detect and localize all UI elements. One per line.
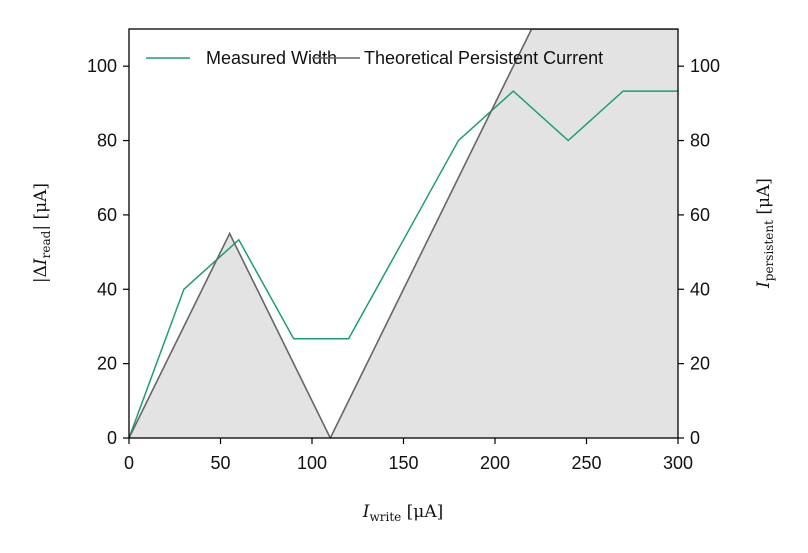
theoretical-area bbox=[129, 29, 678, 438]
y-left-tick-label: 80 bbox=[97, 131, 117, 151]
legend-label-measured: Measured Width bbox=[206, 48, 337, 68]
x-tick-label: 250 bbox=[571, 453, 601, 473]
y-left-tick-label: 40 bbox=[97, 279, 117, 299]
x-tick-label: 0 bbox=[124, 453, 134, 473]
y-left-tick-label: 0 bbox=[107, 428, 117, 448]
x-tick-label: 300 bbox=[663, 453, 693, 473]
y-right-symbol: I bbox=[754, 281, 774, 289]
x-axis-subscript: write bbox=[369, 510, 401, 524]
y-right-tick-label: 40 bbox=[690, 279, 710, 299]
x-axis-label: Iwrite [μA] bbox=[362, 502, 444, 524]
y-axis-right-label: Ipersistent [μA] bbox=[754, 178, 776, 289]
series-line-measured bbox=[129, 90, 678, 438]
y-right-tick-label: 100 bbox=[690, 56, 720, 76]
x-axis-unit: [μA] bbox=[401, 502, 443, 522]
y-left-tick-label: 60 bbox=[97, 205, 117, 225]
x-axis-symbol: I bbox=[362, 502, 370, 522]
x-tick-label: 200 bbox=[480, 453, 510, 473]
x-tick-label: 150 bbox=[388, 453, 418, 473]
y-right-unit: [μA] bbox=[754, 178, 774, 220]
series-line-theoretical bbox=[129, 29, 678, 438]
tick-layer: 0 50 100 150 200 250 300 0 20 40 60 80 100 0 20 40 60 80 1… bbox=[87, 56, 720, 473]
legend: Measured Width Theoretical Persistent Cu… bbox=[146, 48, 603, 68]
y-left-tick-label: 100 bbox=[87, 56, 117, 76]
y-right-tick-label: 0 bbox=[690, 428, 700, 448]
series-line-layer bbox=[129, 29, 678, 438]
y-left-symbol: I bbox=[31, 258, 51, 266]
y-right-tick-label: 60 bbox=[690, 205, 710, 225]
y-right-tick-label: 20 bbox=[690, 354, 710, 374]
y-right-tick-label: 80 bbox=[690, 131, 710, 151]
y-right-subscript: persistent bbox=[762, 220, 776, 281]
y-left-subscript: read bbox=[39, 230, 53, 258]
legend-label-theoretical: Theoretical Persistent Current bbox=[364, 48, 603, 68]
theoretical-fill-layer bbox=[129, 29, 678, 438]
x-tick-label: 100 bbox=[297, 453, 327, 473]
y-left-tick-label: 20 bbox=[97, 354, 117, 374]
y-axis-left-label: |ΔIread| [μA] bbox=[31, 183, 53, 283]
y-left-suffix: | [μA] bbox=[31, 183, 51, 231]
x-tick-label: 50 bbox=[210, 453, 230, 473]
y-left-prefix: |Δ bbox=[31, 265, 51, 283]
